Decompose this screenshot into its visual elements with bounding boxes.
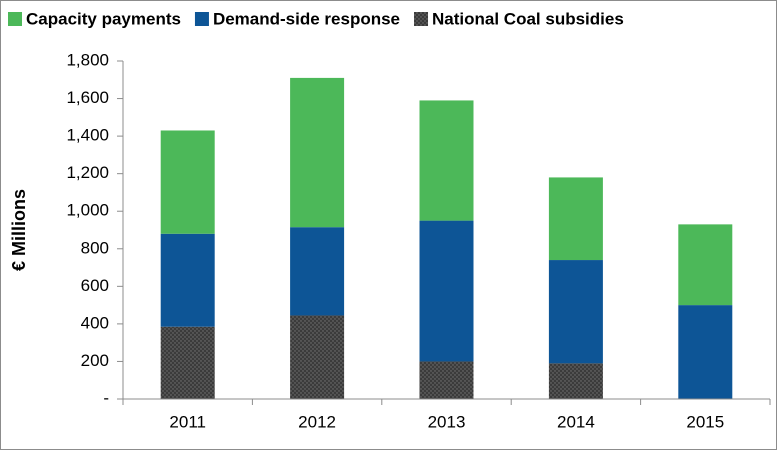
bar-segment <box>419 100 474 221</box>
bar-segment <box>548 177 603 261</box>
y-tick-label: - <box>103 388 109 407</box>
bar-segment <box>290 315 345 399</box>
bar-segment <box>160 130 215 234</box>
legend-label: Demand-side response <box>213 9 400 28</box>
bar-segment <box>548 363 603 399</box>
bar-segment <box>419 361 474 399</box>
legend-swatch <box>414 12 429 26</box>
y-tick-label: 1,000 <box>66 201 109 220</box>
y-tick-label: 800 <box>81 238 109 257</box>
bar-segment <box>290 77 345 228</box>
bar-segment <box>419 220 474 362</box>
x-tick-label: 2013 <box>428 412 466 431</box>
bar-segment <box>290 227 345 316</box>
y-tick-label: 1,600 <box>66 88 109 107</box>
bar-segment <box>678 224 733 306</box>
y-tick-label: 600 <box>81 276 109 295</box>
legend-swatch <box>8 12 22 26</box>
x-tick-label: 2015 <box>686 412 724 431</box>
y-tick-label: 400 <box>81 313 109 332</box>
legend-label: Capacity payments <box>26 9 181 28</box>
y-tick-label: 200 <box>81 351 109 370</box>
bar-segment <box>160 233 215 327</box>
y-tick-label: 1,800 <box>66 50 109 69</box>
y-tick-label: 1,400 <box>66 126 109 145</box>
legend-label: National Coal subsidies <box>432 9 624 28</box>
x-tick-label: 2012 <box>298 412 336 431</box>
bar-segment <box>678 305 733 399</box>
legend-swatch <box>194 12 209 26</box>
bar-segment <box>160 326 215 399</box>
x-tick-label: 2014 <box>557 412 595 431</box>
bar-segment <box>548 260 603 364</box>
x-tick-label: 2011 <box>169 412 206 431</box>
y-axis-title: € Millions <box>9 189 29 271</box>
y-tick-label: 1,200 <box>66 163 109 182</box>
